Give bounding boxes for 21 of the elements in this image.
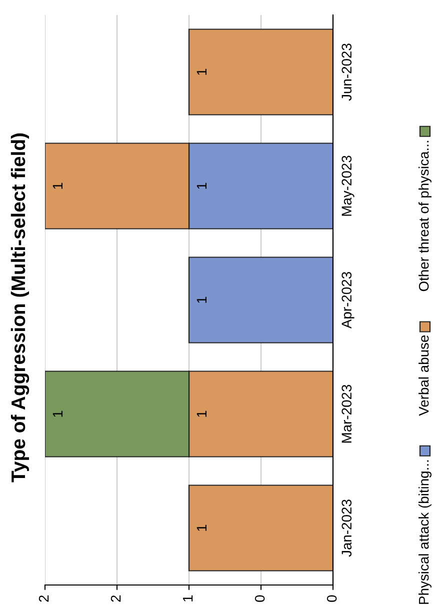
x-tick-label: 1 [183,595,193,602]
text: Type of Aggression (Multi-select field) [10,133,30,482]
data-label: 1 [52,182,62,189]
x-tick-label: 2 [38,595,49,602]
y-tick-label: Apr-2023 [342,272,354,329]
data-label: 1 [196,524,206,531]
y-tick-label: Mar-2023 [342,384,352,443]
data-label: 1 [196,410,206,417]
x-tick-label: 0 [326,595,337,602]
x-tick-label: 0 [254,595,265,602]
y-tick-label: May-2023 [342,156,354,216]
data-label: 1 [196,68,206,75]
legend-label: Other threat of physica... [418,140,432,292]
data-label: 1 [52,410,62,417]
data-label: 1 [196,182,206,189]
x-tick-label: 2 [110,595,121,602]
data-label: 1 [196,296,206,303]
y-tick-label: Jan-2023 [342,500,352,557]
y-tick-label: Jun-2023 [342,44,352,101]
legend-label: Verbal abuse [418,335,429,416]
legend-label: Physical attack (biting... [418,460,432,604]
